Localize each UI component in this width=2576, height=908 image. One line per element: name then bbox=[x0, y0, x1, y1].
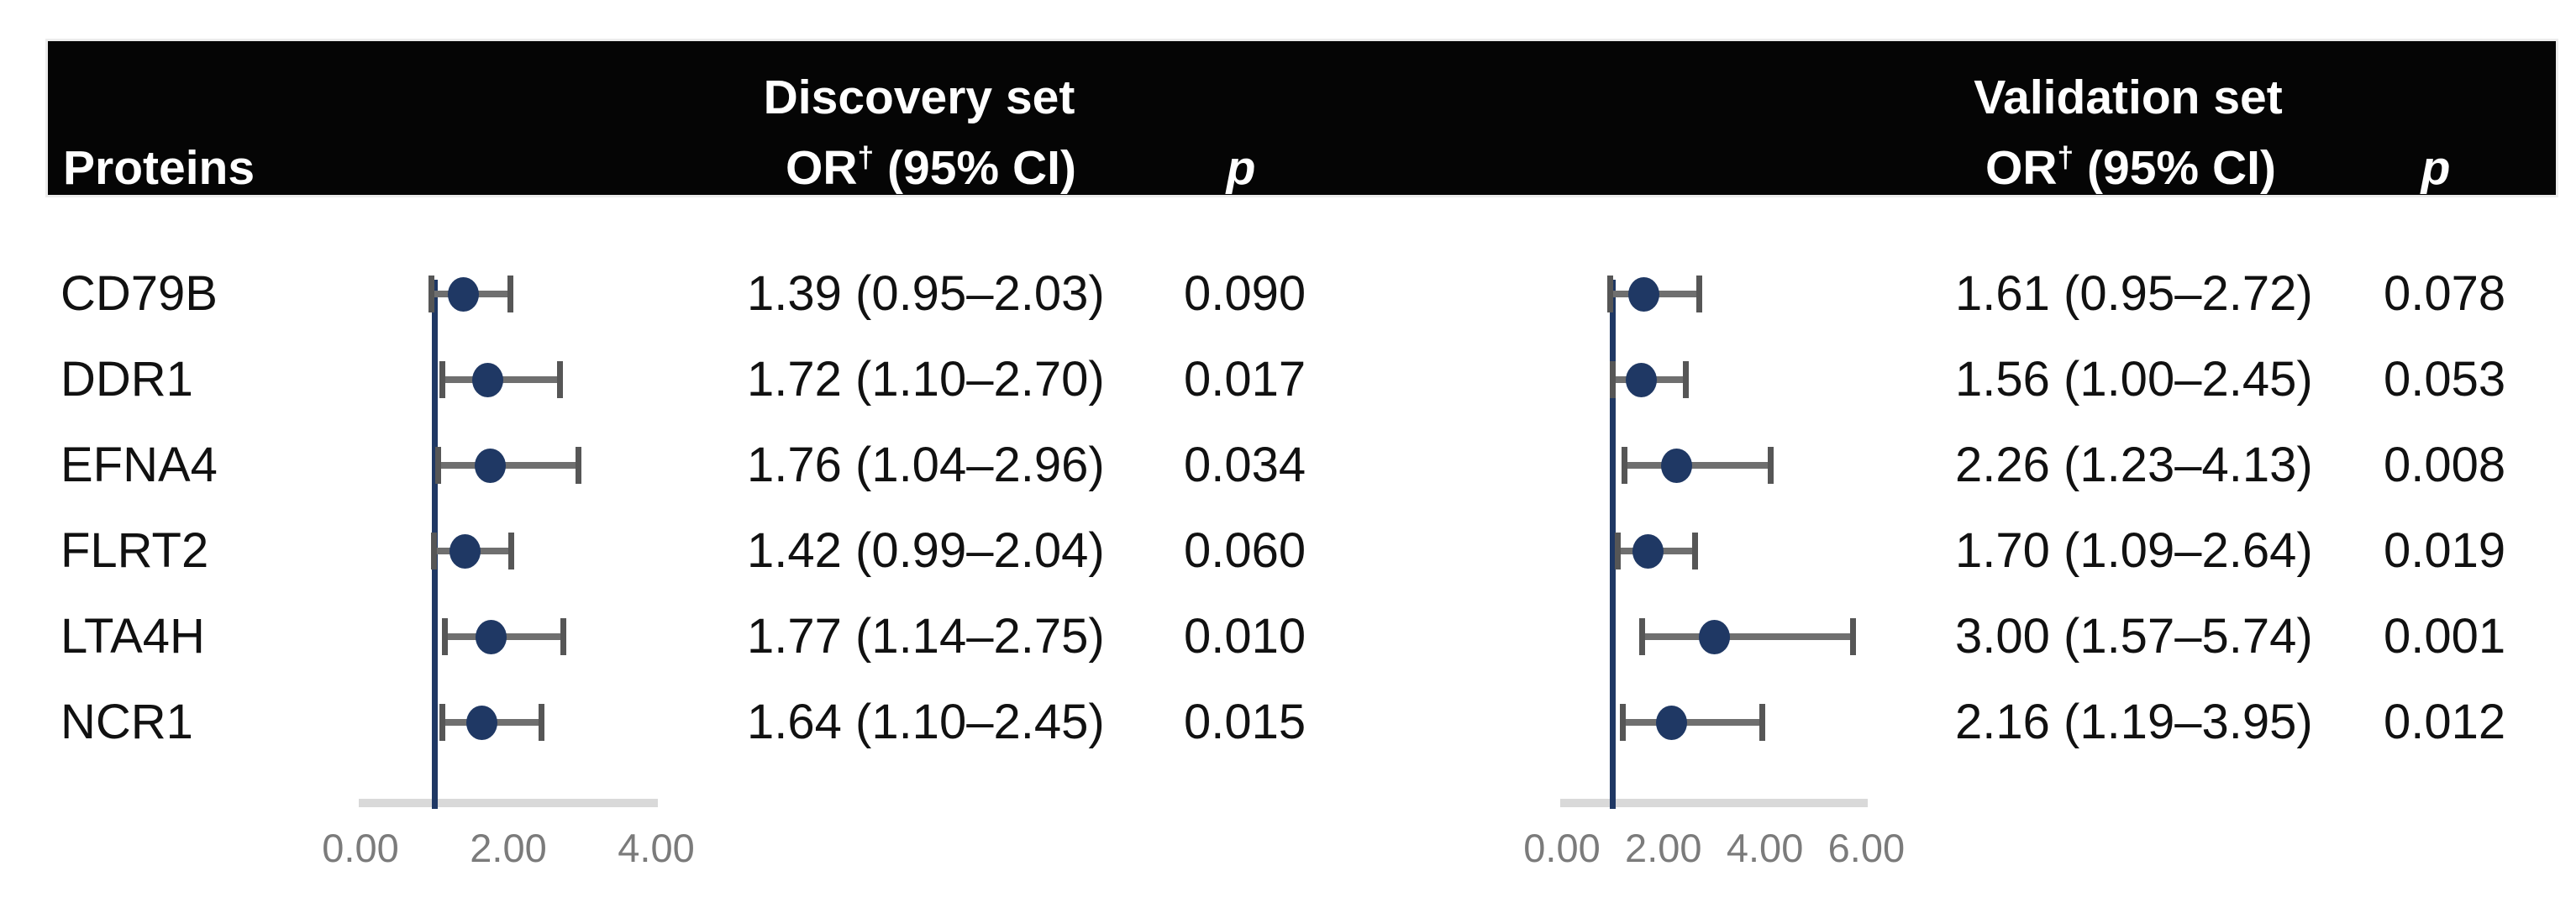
p-value: 0.078 bbox=[2384, 266, 2506, 321]
or-point-marker bbox=[465, 705, 497, 740]
ci-cap-high bbox=[556, 361, 563, 398]
reference-line-or-1 bbox=[1609, 280, 1616, 809]
protein-label: FLRT2 bbox=[60, 523, 209, 578]
ci-cap-low bbox=[1607, 276, 1614, 312]
or-point-marker bbox=[449, 533, 481, 569]
p-value: 0.034 bbox=[1184, 438, 1306, 492]
discovery-or-ci-header: OR† (95% CI) bbox=[786, 141, 1076, 195]
x-axis-line bbox=[1560, 799, 1869, 807]
or-point-marker bbox=[471, 362, 503, 397]
p-value: 0.017 bbox=[1184, 352, 1306, 407]
ci-cap-high bbox=[1682, 361, 1689, 398]
x-axis-tick-label: 0.00 bbox=[322, 826, 399, 870]
p-value: 0.019 bbox=[2384, 523, 2506, 578]
or-point-marker bbox=[1655, 705, 1687, 740]
p-value: 0.053 bbox=[2384, 352, 2506, 407]
ci-cap-high bbox=[576, 447, 582, 484]
ci-cap-low bbox=[431, 533, 438, 569]
or-point-marker bbox=[476, 619, 507, 654]
ci-cap-high bbox=[1696, 276, 1703, 312]
or-ci-value: 3.00 (1.57–5.74) bbox=[1955, 609, 2313, 664]
ci-whisker bbox=[1641, 633, 1853, 640]
discovery-set-title: Discovery set bbox=[763, 71, 1075, 124]
ci-cap-low bbox=[439, 704, 445, 741]
dagger-symbol: † bbox=[857, 141, 875, 174]
or-point-marker bbox=[1632, 533, 1664, 569]
x-axis-tick-label: 0.00 bbox=[1523, 826, 1601, 870]
or-ci-value: 1.76 (1.04–2.96) bbox=[747, 438, 1105, 492]
protein-label: CD79B bbox=[60, 266, 218, 321]
p-value: 0.090 bbox=[1184, 266, 1306, 321]
or-ci-value: 1.77 (1.14–2.75) bbox=[747, 609, 1105, 664]
or-point-marker bbox=[1698, 619, 1730, 654]
validation-or-ci-header: OR† (95% CI) bbox=[1985, 141, 2276, 195]
ci-cap-high bbox=[560, 618, 566, 655]
ci-cap-low bbox=[442, 618, 449, 655]
table-header-bar: Proteins Discovery set OR† (95% CI) p Va… bbox=[48, 41, 2556, 195]
discovery-p-header: p bbox=[1226, 141, 1256, 195]
ci-cap-high bbox=[1768, 447, 1774, 484]
x-axis-tick-label: 6.00 bbox=[1827, 826, 1906, 870]
or-point-marker bbox=[1661, 448, 1692, 483]
p-value: 0.008 bbox=[2384, 438, 2506, 492]
p-value: 0.015 bbox=[1184, 695, 1306, 749]
or-ci-value: 1.72 (1.10–2.70) bbox=[747, 352, 1105, 407]
p-value: 0.010 bbox=[1184, 609, 1306, 664]
ci-cap-low bbox=[1619, 704, 1626, 741]
x-axis-tick-label: 4.00 bbox=[1726, 826, 1804, 870]
x-axis-tick-label: 2.00 bbox=[1625, 826, 1702, 870]
or-ci-value: 1.39 (0.95–2.03) bbox=[747, 266, 1105, 321]
proteins-column-header: Proteins bbox=[63, 141, 255, 195]
ci-cap-high bbox=[1759, 704, 1765, 741]
or-ci-value: 1.61 (0.95–2.72) bbox=[1955, 266, 2313, 321]
ci-cap-high bbox=[507, 276, 513, 312]
or-ci-value: 1.42 (0.99–2.04) bbox=[747, 523, 1105, 578]
p-value: 0.060 bbox=[1184, 523, 1306, 578]
or-ci-value: 1.56 (1.00–2.45) bbox=[1955, 352, 2313, 407]
or-point-marker bbox=[1627, 276, 1659, 312]
protein-label: EFNA4 bbox=[60, 438, 218, 492]
or-ci-value: 1.64 (1.10–2.45) bbox=[747, 695, 1105, 749]
p-value: 0.012 bbox=[2384, 695, 2506, 749]
protein-label: LTA4H bbox=[60, 609, 205, 664]
or-point-marker bbox=[1625, 362, 1657, 397]
dagger-symbol: † bbox=[2057, 141, 2074, 174]
ci-whisker bbox=[437, 462, 580, 469]
ci-cap-high bbox=[1692, 533, 1699, 569]
x-axis-line bbox=[359, 799, 658, 807]
ci-cap-low bbox=[1638, 618, 1645, 655]
x-axis-tick-label: 2.00 bbox=[470, 826, 547, 870]
ci-cap-high bbox=[507, 533, 514, 569]
validation-p-header: p bbox=[2421, 141, 2451, 195]
x-axis-tick-label: 4.00 bbox=[618, 826, 695, 870]
or-ci-value: 2.26 (1.23–4.13) bbox=[1955, 438, 2313, 492]
ci-cap-low bbox=[439, 361, 445, 398]
ci-whisker bbox=[1622, 719, 1763, 726]
or-point-marker bbox=[447, 276, 479, 312]
ci-cap-low bbox=[1610, 361, 1617, 398]
protein-label: DDR1 bbox=[60, 352, 193, 407]
ci-cap-low bbox=[434, 447, 441, 484]
or-point-marker bbox=[475, 448, 507, 483]
ci-cap-low bbox=[428, 276, 434, 312]
ci-cap-high bbox=[1849, 618, 1856, 655]
p-value: 0.001 bbox=[2384, 609, 2506, 664]
validation-set-title: Validation set bbox=[1974, 71, 2283, 124]
protein-label: NCR1 bbox=[60, 695, 193, 749]
ci-whisker bbox=[1624, 462, 1772, 469]
ci-cap-low bbox=[1622, 447, 1628, 484]
or-ci-value: 2.16 (1.19–3.95) bbox=[1955, 695, 2313, 749]
ci-cap-high bbox=[538, 704, 544, 741]
ci-cap-low bbox=[1614, 533, 1621, 569]
or-ci-value: 1.70 (1.09–2.64) bbox=[1955, 523, 2313, 578]
